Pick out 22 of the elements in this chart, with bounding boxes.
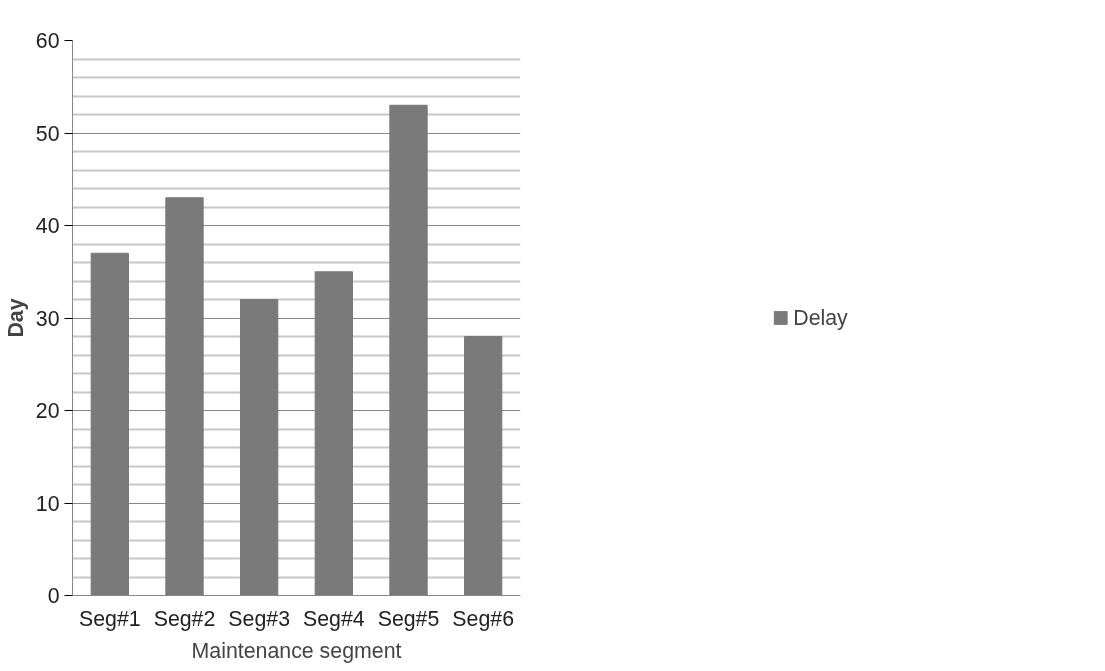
y-tick-label: 20 — [35, 399, 60, 423]
y-tick-label: 10 — [35, 491, 60, 516]
bar — [165, 197, 204, 596]
x-tick-label: Seg#2 — [153, 606, 216, 631]
legend-label: Delay — [793, 305, 848, 330]
x-tick-label: Seg#4 — [303, 606, 365, 631]
y-tick-label: 40 — [35, 214, 60, 238]
x-tick-label: Seg#5 — [377, 606, 440, 631]
x-tick-label: Seg#3 — [228, 606, 291, 631]
x-tick-label: Seg#6 — [452, 606, 515, 631]
y-axis-title: Day — [3, 298, 28, 338]
bar — [464, 336, 503, 596]
y-tick-label: 0 — [47, 584, 60, 608]
x-axis-title: Maintenance segment — [191, 638, 402, 663]
y-tick-label: 60 — [35, 29, 60, 53]
bar — [389, 104, 428, 596]
bar — [314, 271, 353, 596]
y-tick-label: 50 — [35, 121, 60, 146]
bar — [90, 252, 129, 596]
y-tick-label: 30 — [35, 306, 60, 331]
x-tick-label: Seg#1 — [79, 606, 141, 631]
bar — [240, 299, 279, 596]
